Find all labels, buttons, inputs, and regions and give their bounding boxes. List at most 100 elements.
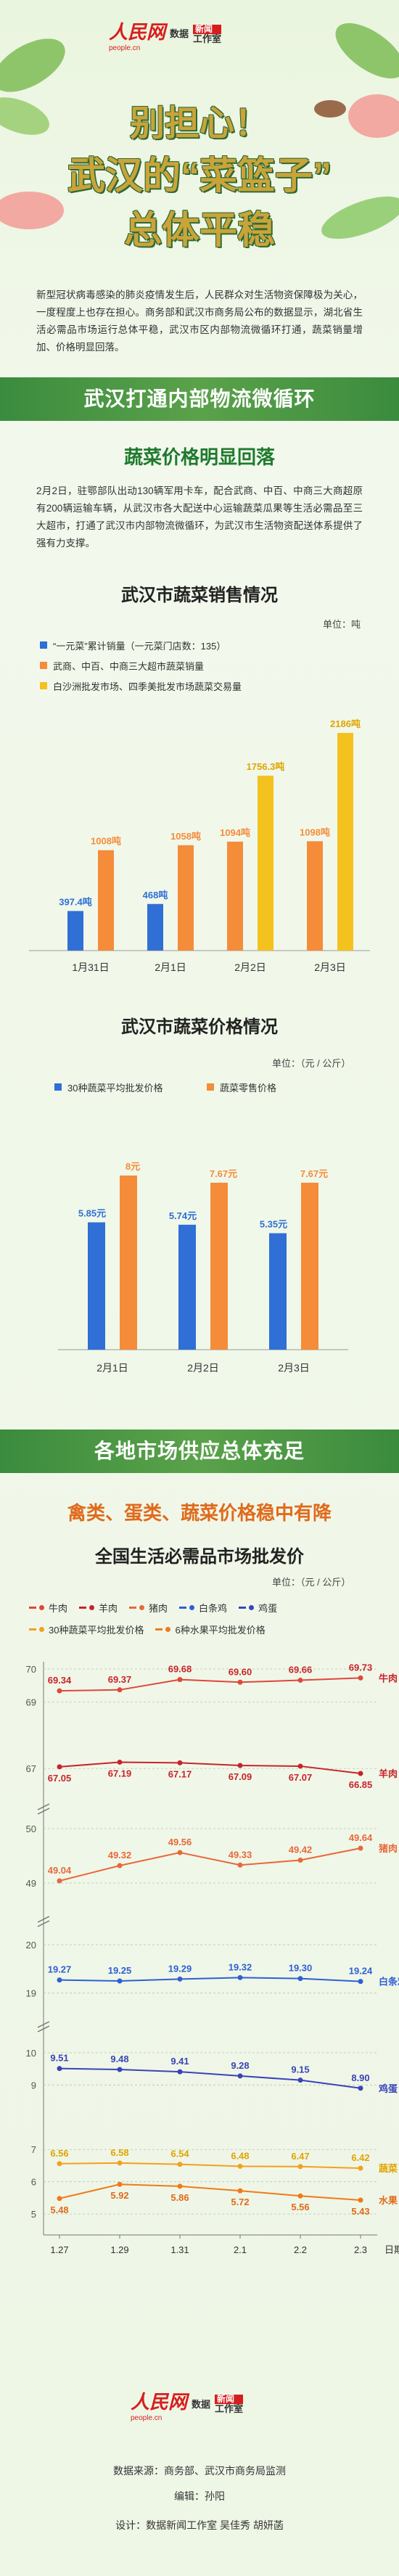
bar-value-label: 1058吨 [170,831,201,842]
badge-top: 数据 [192,2398,211,2410]
legend-label: 白条鸡 [199,1602,228,1614]
data-point [237,1862,243,1868]
chart1-legend: “一元菜”累计销量（一元菜门店数：135） 武商、中百、中商三大超市蔬菜销量 白… [40,635,242,696]
title-line-1: 别担心！ [129,104,269,143]
data-point [358,2085,363,2091]
data-point [117,2067,123,2072]
legend-swatch [40,682,47,689]
data-point [57,1764,62,1770]
data-point [358,2165,363,2171]
data-point [117,2181,123,2187]
badge-red: 新闻 [215,2395,244,2405]
badge-bottom: 工作室 [193,33,222,44]
header-logo: 人民网 people.cn 数据 新闻 工作室 [109,15,290,54]
section2-band: 各地市场供应总体充足 [0,1429,399,1473]
data-point [237,1763,243,1768]
axis-break-mark [37,1916,50,1923]
series-line [59,1847,361,1882]
data-point [177,1850,183,1855]
bar-value-label: 2186吨 [330,718,361,729]
legend-label: 武商、中百、中商三大超市蔬菜销量 [53,660,205,672]
footer-source: 数据来源：商务部、武汉市商务局监测 [113,2465,286,2477]
x-tick-label: 2月1日 [155,961,186,973]
data-label: 9.41 [170,2056,189,2067]
data-point [297,1678,303,1683]
data-point [237,2073,243,2079]
data-label: 6.42 [351,2152,369,2163]
cucumber-icon [321,196,399,239]
data-label: 49.42 [289,1845,313,1855]
legend-marker [39,1604,44,1610]
legend-swatch [40,662,47,669]
data-label: 6.58 [110,2147,128,2158]
chart2-legend-2: 蔬菜零售价格 [207,1078,276,1096]
legend-swatch [207,1083,214,1091]
axis-break-mark [37,1920,50,1927]
x-tick-label: 2月3日 [314,961,346,973]
bar [269,1233,287,1350]
y-tick-label: 6 [31,2177,36,2188]
data-label: 19.25 [108,1965,132,1976]
bar-value-label: 5.74元 [169,1210,197,1221]
data-point [237,1679,243,1685]
bar-value-label: 1756.3吨 [247,761,285,772]
legend-label: 鸡蛋 [258,1602,278,1614]
bar [337,733,353,951]
series-end-label: 白条鸡 [379,1977,399,1988]
data-label: 67.05 [48,1773,72,1784]
logo-url: people.cn [131,2414,163,2422]
legend-item: 30种蔬菜平均批发价格 [54,1078,163,1096]
chart2-title: 武汉市蔬菜价格情况 [121,1017,278,1037]
x-tick-label: 2.1 [234,2244,247,2255]
bar-value-label: 7.67元 [300,1168,328,1179]
bar [147,903,163,951]
data-label: 67.09 [229,1771,252,1782]
data-point [57,2161,62,2167]
legend-row: 牛肉 羊肉 猪肉 白条鸡 鸡蛋 [29,1596,377,1618]
data-point [358,1675,363,1681]
bar [120,1176,137,1350]
data-point [297,2077,303,2083]
bar [301,1182,318,1350]
chart2-unit: 单位：（元 / 公斤） [272,1058,351,1069]
series-line [59,2162,361,2169]
bar [307,841,323,951]
bar [88,1222,105,1350]
legend-item: 羊肉 [79,1601,118,1615]
header-decoration [0,22,399,239]
data-point [358,1771,363,1776]
bar [98,850,114,951]
chart3-unit: 单位：（元 / 公斤） [272,1577,351,1588]
intro-paragraph: 新型冠状病毒感染的肺炎疫情发生后，人民群众对生活物资保障极为关心，一度程度上也存… [36,290,363,353]
data-label: 9.15 [291,2064,309,2075]
legend-swatch [29,1628,36,1630]
legend-label: 牛肉 [49,1602,68,1614]
data-point [177,2069,183,2075]
x-tick-label: 2.2 [294,2244,307,2255]
chart2-svg: 5.85元 8元 2月1日 5.74元 7.67元 2月2日 5.35元 7.67元 2月3日 [58,1161,348,1374]
legend-label: 羊肉 [99,1602,118,1614]
y-tick-label: 10 [26,2048,36,2059]
x-tick-label: 2月2日 [234,961,266,973]
data-label: 9.28 [231,2060,249,2071]
bar-value-label: 1008吨 [91,836,121,847]
leaf-icon [0,97,49,135]
legend-marker [249,1604,255,1610]
data-label: 67.19 [108,1768,132,1779]
series-line [59,1761,361,1774]
data-point [358,1845,363,1851]
legend-marker [189,1604,195,1610]
logo-url: people.cn [109,44,141,52]
x-tick-label: 1月31日 [72,961,109,973]
badge-top: 数据 [170,28,189,40]
badge-bottom: 工作室 [215,2403,244,2415]
title-line-2: 武汉的“菜篮子” [67,155,332,197]
section2-subtitle: 禽类、蛋类、蔬菜价格稳中有降 [67,1502,332,1524]
data-label: 6.47 [291,2151,309,2162]
axis-break-mark [37,2021,50,2028]
x-tick-label: 2月1日 [96,1362,128,1374]
data-point [177,2183,183,2189]
data-label: 5.56 [291,2202,309,2212]
data-point [117,1978,123,1984]
